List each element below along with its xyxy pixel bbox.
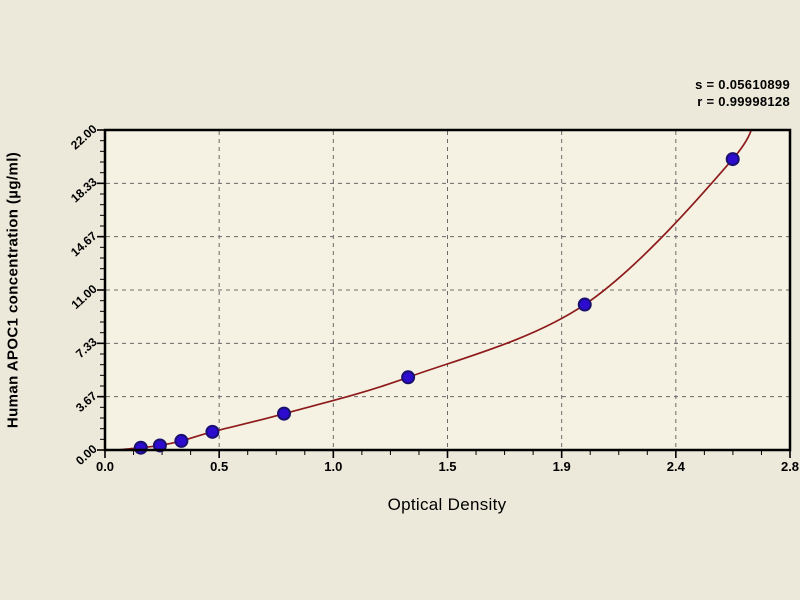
- x-tick-label: 1.0: [324, 459, 343, 474]
- x-tick-label: 1.5: [438, 459, 457, 474]
- axis-ticks: [97, 129, 791, 458]
- data-point-marker: [205, 424, 220, 439]
- data-point-marker: [577, 297, 592, 312]
- x-tick-label: 2.4: [666, 459, 685, 474]
- fit-std-error-value: s = 0.05610899: [695, 77, 790, 92]
- x-tick-label: 1.9: [552, 459, 571, 474]
- x-tick-label: 0.0: [95, 459, 115, 474]
- data-point-marker: [725, 152, 740, 167]
- fit-correlation-value: r = 0.99998128: [697, 94, 790, 109]
- x-tick-label: 0.5: [210, 459, 229, 474]
- plot-area: [105, 130, 790, 450]
- data-point-marker: [277, 406, 292, 421]
- data-point-marker: [174, 433, 189, 448]
- plot-frame: [103, 128, 792, 452]
- fit-statistics: s = 0.05610899 r = 0.99998128: [695, 76, 790, 110]
- gridlines: [106, 131, 789, 449]
- x-axis-title: Optical Density: [387, 495, 507, 514]
- x-tick-label: 2.8: [780, 459, 800, 474]
- data-point-marker: [152, 438, 167, 453]
- data-point-marker: [133, 440, 148, 455]
- data-point-marker: [401, 370, 416, 385]
